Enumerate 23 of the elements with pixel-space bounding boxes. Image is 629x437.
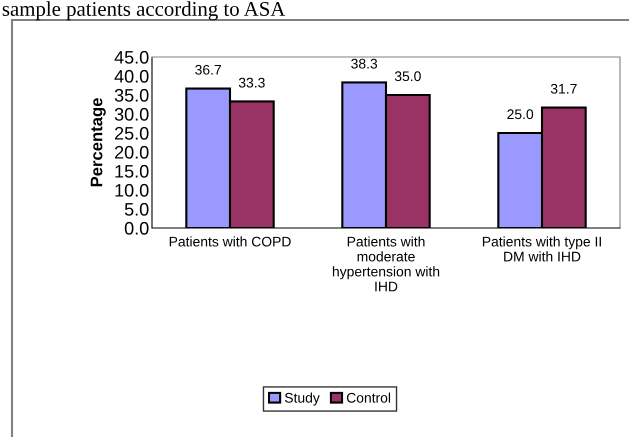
data-label: 25.0	[507, 109, 534, 120]
y-axis-title: Percentage	[90, 98, 106, 186]
legend-label: Study	[284, 392, 320, 406]
legend-label: Control	[346, 392, 390, 403]
chart-title: sample patients according to ASA	[2, 1, 286, 20]
y-tick-label: 40.0	[114, 70, 149, 83]
y-tick-label: 0.0	[124, 222, 149, 235]
y-tick-label: 45.0	[114, 50, 149, 64]
x-tick-label: Patients with moderate hypertension with IHD	[332, 236, 440, 292]
data-label: 31.7	[550, 84, 577, 94]
y-tick-label: 25.0	[114, 126, 149, 140]
data-label: 38.3	[351, 58, 378, 69]
x-tick-label: Patients with type II DM with IHD	[482, 236, 601, 262]
y-tick-label: 15.0	[115, 164, 149, 178]
y-tick-label: 35.0	[114, 88, 149, 102]
y-tick-label: 10.0	[115, 184, 149, 197]
y-tick-label: 30.0	[114, 108, 149, 121]
y-tick-label: 20.0	[114, 146, 149, 159]
data-label: 36.7	[195, 64, 221, 75]
data-label: 33.3	[238, 78, 265, 88]
x-tick-label: Patients with COPD	[170, 236, 291, 247]
y-tick-label: 5.0	[124, 202, 149, 216]
data-label: 35.0	[394, 71, 421, 82]
